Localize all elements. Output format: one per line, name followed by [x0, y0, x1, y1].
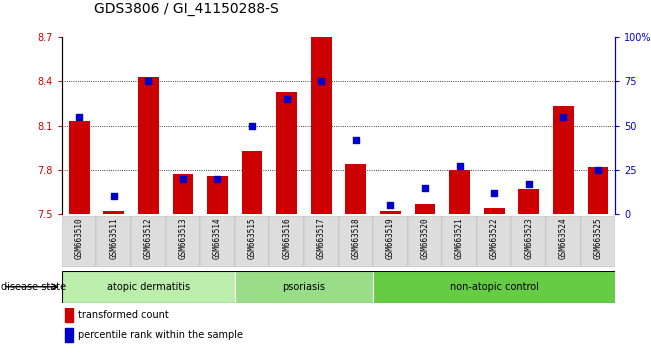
Bar: [173, 175, 193, 214]
Bar: [242, 151, 262, 214]
Bar: [512, 216, 546, 267]
Bar: [415, 204, 436, 214]
Bar: [311, 37, 331, 214]
Bar: [553, 107, 574, 214]
Point: [74, 114, 85, 120]
Text: disease state: disease state: [1, 282, 66, 292]
Point: [212, 176, 223, 182]
Point: [316, 79, 326, 84]
Point: [385, 202, 396, 208]
Bar: [69, 121, 90, 214]
Bar: [477, 216, 512, 267]
Bar: [65, 327, 74, 342]
Text: non-atopic control: non-atopic control: [450, 282, 538, 292]
Bar: [484, 208, 505, 214]
Text: GSM663518: GSM663518: [352, 217, 360, 259]
Text: GDS3806 / GI_41150288-S: GDS3806 / GI_41150288-S: [94, 2, 279, 16]
Text: GSM663511: GSM663511: [109, 217, 118, 259]
Bar: [207, 176, 228, 214]
Point: [454, 164, 465, 169]
Point: [178, 176, 188, 182]
Bar: [131, 216, 165, 267]
Bar: [270, 216, 304, 267]
Bar: [62, 216, 96, 267]
Bar: [373, 216, 408, 267]
Text: GSM663521: GSM663521: [455, 217, 464, 259]
Text: GSM663514: GSM663514: [213, 217, 222, 259]
Point: [523, 181, 534, 187]
Bar: [546, 216, 581, 267]
Text: GSM663525: GSM663525: [594, 217, 602, 259]
Point: [281, 96, 292, 102]
Bar: [235, 271, 373, 303]
Bar: [408, 216, 442, 267]
Bar: [304, 216, 339, 267]
Bar: [104, 211, 124, 214]
Point: [592, 167, 603, 173]
Text: GSM663513: GSM663513: [178, 217, 187, 259]
Text: GSM663515: GSM663515: [247, 217, 256, 259]
Bar: [373, 271, 615, 303]
Bar: [62, 271, 235, 303]
Point: [558, 114, 568, 120]
Point: [420, 185, 430, 190]
Text: GSM663524: GSM663524: [559, 217, 568, 259]
Bar: [165, 216, 200, 267]
Bar: [339, 216, 373, 267]
Text: GSM663519: GSM663519: [386, 217, 395, 259]
Text: GSM663520: GSM663520: [421, 217, 430, 259]
Point: [143, 79, 154, 84]
Bar: [346, 164, 366, 214]
Point: [351, 137, 361, 143]
Bar: [200, 216, 235, 267]
Text: percentile rank within the sample: percentile rank within the sample: [78, 330, 243, 340]
Text: GSM663512: GSM663512: [144, 217, 153, 259]
Point: [247, 123, 257, 129]
Point: [109, 194, 119, 199]
Bar: [581, 216, 615, 267]
Text: GSM663523: GSM663523: [524, 217, 533, 259]
Text: GSM663510: GSM663510: [75, 217, 83, 259]
Bar: [518, 189, 539, 214]
Text: atopic dermatitis: atopic dermatitis: [107, 282, 190, 292]
Bar: [276, 92, 297, 214]
Bar: [65, 307, 74, 322]
Bar: [96, 216, 131, 267]
Bar: [449, 170, 470, 214]
Point: [489, 190, 499, 196]
Text: transformed count: transformed count: [78, 309, 169, 320]
Text: GSM663522: GSM663522: [490, 217, 499, 259]
Bar: [587, 167, 608, 214]
Bar: [235, 216, 270, 267]
Bar: [442, 216, 477, 267]
Bar: [380, 211, 401, 214]
Text: GSM663517: GSM663517: [317, 217, 326, 259]
Text: psoriasis: psoriasis: [283, 282, 326, 292]
Bar: [138, 77, 159, 214]
Text: GSM663516: GSM663516: [282, 217, 291, 259]
